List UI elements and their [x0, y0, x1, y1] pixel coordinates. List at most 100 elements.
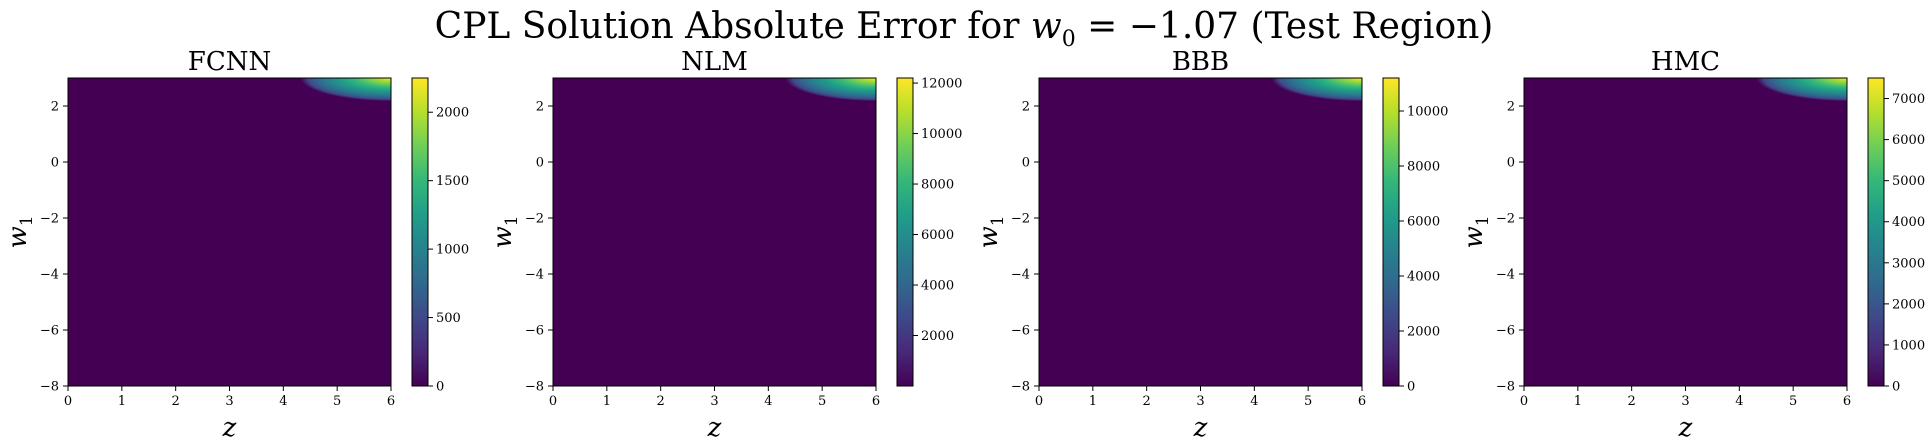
- colorbar-tick-label: 2000: [1407, 325, 1440, 340]
- y-tick-label: −4: [1011, 268, 1030, 283]
- x-tick-label: 5: [818, 394, 826, 409]
- x-tick-label: 4: [764, 394, 772, 409]
- panel-title: HMC: [1651, 47, 1720, 77]
- x-tick-label: 1: [1574, 394, 1582, 409]
- y-tick-label: −6: [1496, 324, 1515, 339]
- colorbar-tick-label: 7000: [1892, 92, 1925, 107]
- x-tick-label: 3: [1196, 394, 1204, 409]
- y-tick-label: −8: [1011, 380, 1030, 395]
- x-axis-label: z: [1678, 413, 1693, 443]
- x-tick-label: 2: [1143, 394, 1151, 409]
- heatmap-hotspot: [785, 78, 876, 102]
- colorbar-tick-label: 1000: [1892, 338, 1925, 353]
- colorbar-tick-label: 4000: [1892, 215, 1925, 230]
- x-tick-label: 2: [172, 394, 180, 409]
- heatmap-field: [553, 78, 876, 386]
- y-tick-label: −8: [525, 380, 544, 395]
- y-axis-label: w1: [974, 215, 1008, 248]
- heatmap-hotspot: [1756, 78, 1847, 102]
- colorbar-tick-label: 4000: [921, 279, 954, 294]
- y-axis-label: w1: [1459, 215, 1493, 248]
- colorbar: [411, 77, 429, 387]
- x-tick-label: 6: [872, 394, 880, 409]
- panel-title: FCNN: [188, 47, 271, 77]
- x-tick-label: 4: [1250, 394, 1258, 409]
- y-tick-label: −2: [525, 212, 544, 227]
- panel-title: BBB: [1172, 47, 1229, 77]
- y-tick-label: 2: [51, 100, 59, 115]
- colorbar-tick-label: 1500: [436, 174, 469, 189]
- colorbar-tick-label: 1000: [436, 243, 469, 258]
- x-tick-label: 5: [333, 394, 341, 409]
- y-tick-label: −4: [1496, 268, 1515, 283]
- y-tick-label: −6: [525, 324, 544, 339]
- x-tick-label: 6: [387, 394, 395, 409]
- colorbar: [1382, 77, 1400, 387]
- colorbar-tick-label: 12000: [921, 77, 962, 92]
- colorbar-tick-label: 6000: [1892, 133, 1925, 148]
- colorbar-tick-label: 2000: [921, 329, 954, 344]
- x-axis-label: z: [1193, 413, 1208, 443]
- x-tick-label: 3: [225, 394, 233, 409]
- heatmap-hotspot: [1271, 78, 1362, 102]
- x-tick-label: 2: [1628, 394, 1636, 409]
- x-tick-label: 6: [1843, 394, 1851, 409]
- y-tick-label: −4: [40, 268, 59, 283]
- colorbar-tick-label: 0: [1892, 380, 1900, 395]
- y-tick-label: −8: [1496, 380, 1515, 395]
- x-tick-label: 1: [1089, 394, 1097, 409]
- x-tick-label: 0: [64, 394, 72, 409]
- x-tick-label: 5: [1789, 394, 1797, 409]
- x-tick-label: 0: [549, 394, 557, 409]
- x-tick-label: 4: [1735, 394, 1743, 409]
- x-tick-label: 6: [1358, 394, 1366, 409]
- x-tick-label: 0: [1035, 394, 1043, 409]
- panel-hmc: HMC 0 1 2 3 4 5 6 −8 −6 −4 −2 0 2 z w1 0 1000 2000 3000 4000…: [1459, 47, 1925, 443]
- y-tick-label: 0: [1022, 156, 1030, 171]
- x-axis-label: z: [222, 413, 237, 443]
- y-tick-label: −4: [525, 268, 544, 283]
- colorbar-tick-label: 10000: [1407, 105, 1448, 120]
- colorbar-tick-label: 2000: [436, 106, 469, 121]
- y-axis-label: w1: [488, 215, 522, 248]
- panel-nlm: NLM 0 1 2 3 4 5 6 −8 −6 −4 −2 0 2 z w1 2000 4000 6000 8000 1…: [488, 47, 962, 443]
- y-tick-label: −8: [40, 380, 59, 395]
- heatmap-field: [68, 78, 391, 386]
- colorbar-tick-label: 2000: [1892, 297, 1925, 312]
- colorbar-tick-label: 3000: [1892, 256, 1925, 271]
- colorbar: [1867, 77, 1885, 387]
- y-tick-label: 2: [1507, 100, 1515, 115]
- y-tick-label: 0: [1507, 156, 1515, 171]
- heatmap-field: [1524, 78, 1847, 386]
- panel-title: NLM: [681, 47, 748, 77]
- y-tick-label: 2: [536, 100, 544, 115]
- panel-fcnn: FCNN 0 1 2 3 4 5 6 −8 −6 −4 −2 0 2 z w1 0 500 1000 1500 2000: [3, 47, 469, 443]
- y-tick-label: −6: [40, 324, 59, 339]
- colorbar-tick-label: 8000: [921, 178, 954, 193]
- colorbar-tick-label: 8000: [1407, 160, 1440, 175]
- y-tick-label: −2: [40, 212, 59, 227]
- x-tick-label: 2: [657, 394, 665, 409]
- colorbar-tick-label: 5000: [1892, 174, 1925, 189]
- heatmap-field: [1039, 78, 1362, 386]
- colorbar-tick-label: 10000: [921, 127, 962, 142]
- x-tick-label: 5: [1304, 394, 1312, 409]
- y-tick-label: −2: [1011, 212, 1030, 227]
- y-tick-label: 0: [51, 156, 59, 171]
- colorbar-tick-label: 0: [436, 380, 444, 395]
- x-tick-label: 4: [279, 394, 287, 409]
- colorbar-tick-label: 4000: [1407, 270, 1440, 285]
- colorbar-tick-label: 6000: [921, 228, 954, 243]
- colorbar-tick-label: 0: [1407, 380, 1415, 395]
- x-axis-label: z: [707, 413, 722, 443]
- x-tick-label: 0: [1520, 394, 1528, 409]
- x-tick-label: 1: [118, 394, 126, 409]
- colorbar: [896, 77, 914, 387]
- x-tick-label: 1: [603, 394, 611, 409]
- colorbar-tick-label: 6000: [1407, 215, 1440, 230]
- y-axis-label: w1: [3, 215, 37, 248]
- y-tick-label: −6: [1011, 324, 1030, 339]
- x-tick-label: 3: [710, 394, 718, 409]
- panel-bbb: BBB 0 1 2 3 4 5 6 −8 −6 −4 −2 0 2 z w1 0 2000 4000 6000 8000…: [974, 47, 1448, 443]
